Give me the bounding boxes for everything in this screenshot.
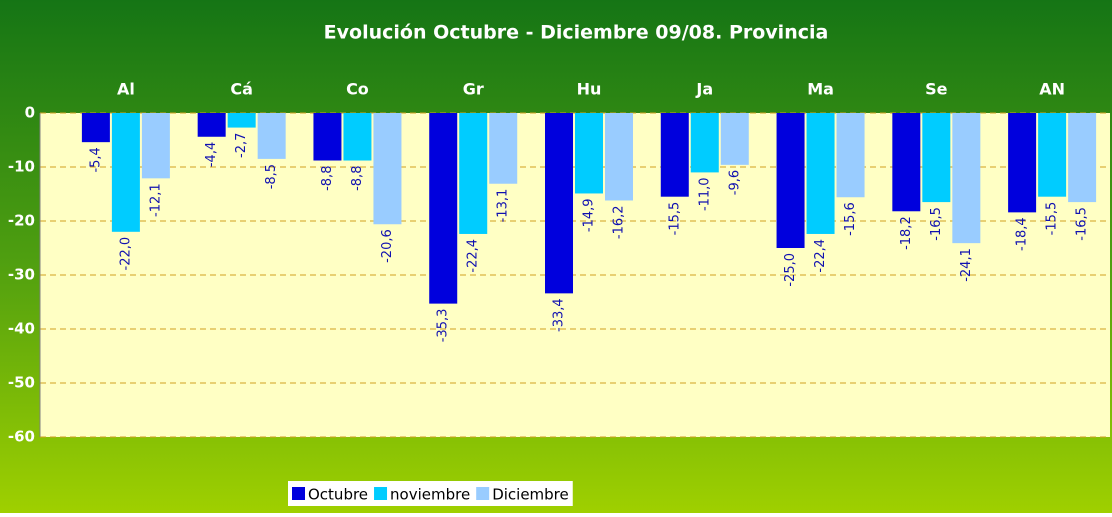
x-tick-label: Hu bbox=[577, 80, 602, 99]
bar bbox=[1038, 113, 1067, 197]
bar bbox=[227, 113, 256, 128]
y-tick-label: -20 bbox=[8, 212, 35, 230]
bar bbox=[952, 113, 981, 244]
bar bbox=[605, 113, 633, 201]
legend-swatch bbox=[292, 487, 305, 500]
y-tick-label: -50 bbox=[8, 374, 35, 392]
bar bbox=[892, 113, 921, 212]
bar bbox=[313, 113, 342, 161]
y-tick-label: -40 bbox=[8, 320, 35, 338]
y-tick-label: -30 bbox=[8, 266, 35, 284]
bar bbox=[776, 113, 805, 248]
data-label: -16,5 bbox=[929, 207, 944, 241]
data-label: -13,1 bbox=[496, 189, 511, 223]
data-label: -4,4 bbox=[204, 142, 219, 167]
data-label: -18,2 bbox=[899, 216, 914, 250]
bar bbox=[922, 113, 951, 203]
bar bbox=[459, 113, 488, 234]
chart-title: Evolución Octubre - Diciembre 09/08. Pro… bbox=[324, 22, 829, 44]
legend: Octubre noviembre Diciembre bbox=[288, 481, 573, 506]
x-tick-label: Al bbox=[117, 80, 135, 99]
bar bbox=[575, 113, 603, 194]
data-label: -11,0 bbox=[697, 177, 712, 211]
bar bbox=[660, 113, 689, 197]
data-label: -9,6 bbox=[727, 170, 742, 195]
x-tick-label: Cá bbox=[230, 80, 253, 99]
y-tick-label: 0 bbox=[25, 104, 35, 122]
data-label: -8,5 bbox=[264, 164, 279, 189]
data-label: -5,4 bbox=[88, 147, 103, 172]
data-label: -20,6 bbox=[380, 229, 395, 263]
bar bbox=[489, 113, 518, 184]
data-label: -15,5 bbox=[667, 202, 682, 236]
y-tick-label: -10 bbox=[8, 158, 35, 176]
bar bbox=[197, 113, 226, 137]
data-label: -2,7 bbox=[234, 133, 249, 158]
bar bbox=[111, 113, 140, 232]
bar bbox=[81, 113, 110, 143]
x-tick-label: Ja bbox=[695, 80, 713, 99]
legend-swatch bbox=[374, 487, 388, 500]
bar bbox=[429, 113, 458, 304]
legend-swatch bbox=[476, 487, 490, 500]
data-label: -24,1 bbox=[959, 248, 974, 282]
data-label: -15,5 bbox=[1045, 202, 1060, 236]
data-label: -16,2 bbox=[612, 205, 627, 239]
data-label: -12,1 bbox=[148, 183, 163, 217]
data-label: -22,0 bbox=[118, 237, 133, 271]
bar bbox=[1008, 113, 1037, 213]
x-tick-label: Co bbox=[346, 80, 369, 99]
legend-label: Diciembre bbox=[492, 486, 569, 504]
bar bbox=[343, 113, 372, 161]
bar bbox=[806, 113, 835, 234]
data-label: -8,8 bbox=[320, 166, 335, 191]
data-label: -33,4 bbox=[552, 298, 567, 332]
legend-label: noviembre bbox=[390, 486, 470, 504]
data-label: -18,4 bbox=[1015, 217, 1030, 251]
data-label: -15,6 bbox=[843, 202, 858, 236]
data-label: -22,4 bbox=[466, 239, 481, 273]
bar bbox=[257, 113, 286, 159]
y-tick-label: -60 bbox=[8, 428, 35, 446]
bar bbox=[545, 113, 573, 294]
x-tick-label: Ma bbox=[807, 80, 834, 99]
data-label: -22,4 bbox=[813, 239, 828, 273]
data-label: -16,5 bbox=[1075, 207, 1090, 241]
x-tick-label: AN bbox=[1039, 80, 1065, 99]
bar bbox=[720, 113, 749, 165]
legend-label: Octubre bbox=[308, 486, 368, 504]
legend-box bbox=[288, 481, 573, 506]
bar bbox=[690, 113, 719, 173]
data-label: -35,3 bbox=[436, 309, 451, 343]
bar bbox=[836, 113, 865, 198]
bar bbox=[373, 113, 402, 225]
data-label: -25,0 bbox=[783, 253, 798, 287]
bar bbox=[141, 113, 170, 179]
data-label: -14,9 bbox=[582, 198, 597, 232]
data-label: -8,8 bbox=[350, 166, 365, 191]
x-tick-label: Se bbox=[925, 80, 948, 99]
bar bbox=[1068, 113, 1097, 203]
x-tick-label: Gr bbox=[463, 80, 484, 99]
